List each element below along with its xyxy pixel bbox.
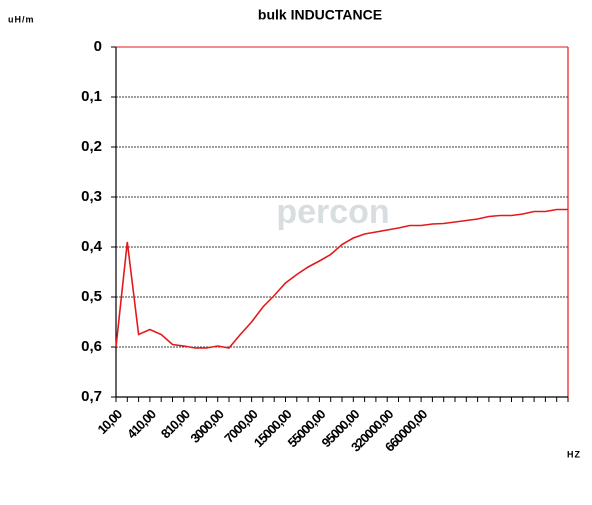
chart-title: bulk INDUCTANCE xyxy=(258,7,382,23)
y-axis-label: uH/m xyxy=(8,14,35,24)
y-tick-label: 0,6 xyxy=(81,338,102,355)
y-tick-label: 0,2 xyxy=(81,138,102,155)
data-line xyxy=(115,208,568,349)
y-tick-label: 0,5 xyxy=(81,288,102,305)
y-tick-label: 0,3 xyxy=(81,188,102,205)
x-axis-label: HZ xyxy=(567,449,581,459)
x-tick-label: 10,00 xyxy=(94,406,125,437)
y-tick-label: 0,4 xyxy=(81,238,103,255)
watermark: percon xyxy=(276,193,389,231)
x-tick-label: 410,00 xyxy=(124,406,159,441)
y-tick-label: 0,1 xyxy=(81,88,102,105)
y-tick-label: 0,7 xyxy=(81,388,102,405)
x-tick-label: 3000,00 xyxy=(187,406,226,445)
y-tick-label: 0 xyxy=(94,38,102,55)
